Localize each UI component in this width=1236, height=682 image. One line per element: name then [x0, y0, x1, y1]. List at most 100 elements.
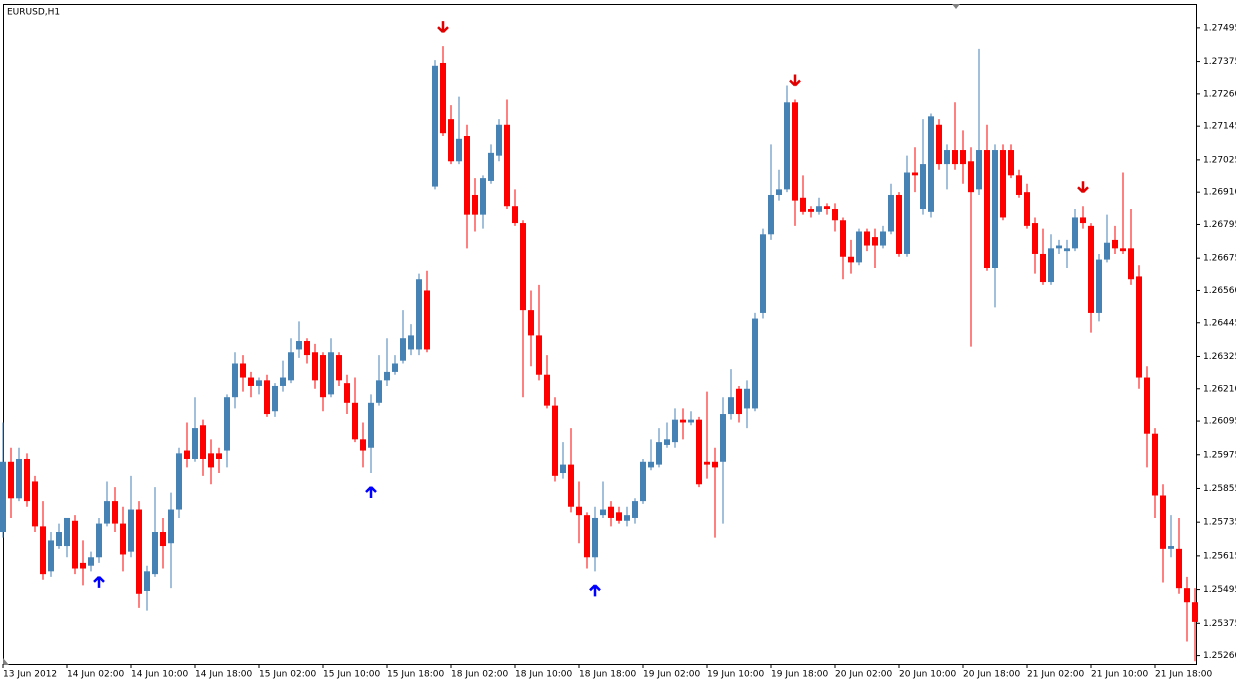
candle-body	[320, 355, 326, 398]
x-tick-label: 19 Jun 02:00	[643, 670, 700, 680]
candle-body	[1104, 242, 1110, 260]
candle-body	[1096, 259, 1102, 313]
candle-body	[144, 571, 150, 591]
candle-body	[496, 124, 502, 156]
candle-body	[264, 380, 270, 415]
candle-body	[1152, 433, 1158, 496]
candle-body	[592, 517, 598, 558]
candle-body	[232, 363, 238, 398]
x-tick-label: 15 Jun 02:00	[259, 670, 316, 680]
candle-body	[216, 453, 222, 459]
candle-body	[360, 439, 366, 451]
x-tick-label: 20 Jun 18:00	[963, 670, 1020, 680]
x-tick-label: 20 Jun 02:00	[835, 670, 892, 680]
candle-body	[344, 383, 350, 403]
candle-body	[472, 194, 478, 215]
y-tick-label: 1.26795	[1203, 220, 1236, 230]
y-tick-label: 1.27260	[1203, 89, 1236, 99]
candle-body	[208, 453, 214, 468]
y-tick-label: 1.26325	[1203, 352, 1236, 362]
candle-body	[632, 501, 638, 518]
candle-body	[1000, 150, 1006, 218]
candle-body	[952, 150, 958, 165]
candle-body	[424, 290, 430, 350]
candle-body	[800, 197, 806, 212]
candle-body	[1008, 150, 1014, 176]
candle-body	[528, 310, 534, 336]
candle-body	[352, 402, 358, 440]
candle-body	[584, 515, 590, 558]
buy-arrow	[93, 576, 105, 588]
candle-body	[536, 335, 542, 375]
candle-body	[808, 209, 814, 212]
candle-body	[704, 461, 710, 465]
y-tick-label: 1.25615	[1203, 551, 1236, 561]
candle-body	[456, 138, 462, 162]
candle-body	[648, 461, 654, 468]
candle-body	[48, 540, 54, 572]
candle-body	[960, 150, 966, 165]
candle-body	[816, 206, 822, 212]
candle-body	[184, 450, 190, 459]
candle-body	[760, 234, 766, 313]
buy-arrow	[365, 486, 377, 499]
candle-body	[224, 397, 230, 451]
y-tick-label: 1.27145	[1203, 122, 1236, 132]
candle-body	[1064, 248, 1070, 252]
candle-body	[1048, 248, 1054, 283]
y-tick-label: 1.26210	[1203, 384, 1236, 394]
candle-body	[520, 223, 526, 311]
candle-body	[240, 363, 246, 378]
candle-body	[1176, 548, 1182, 589]
sell-arrow	[1077, 181, 1089, 194]
candle-body	[8, 461, 14, 499]
chart-title: EURUSD,H1	[7, 8, 60, 18]
candle-body	[272, 385, 278, 412]
candle-body	[288, 352, 294, 381]
candle-body	[768, 194, 774, 235]
candle-body	[1128, 248, 1134, 280]
candle-body	[96, 523, 102, 558]
y-tick-label: 1.25375	[1203, 619, 1236, 629]
candle-body	[200, 425, 206, 459]
plot-frame	[3, 4, 1197, 665]
candle-body	[1088, 225, 1094, 313]
x-tick-label: 13 Jun 2012	[3, 670, 57, 680]
candle-body	[80, 562, 86, 569]
candle-body	[488, 152, 494, 181]
candle-body	[824, 206, 830, 210]
x-tick-label: 21 Jun 18:00	[1155, 670, 1212, 680]
candle-body	[24, 458, 30, 502]
buy-arrow	[589, 584, 601, 597]
candle-body	[168, 509, 174, 544]
x-tick-label: 21 Jun 02:00	[1027, 670, 1084, 680]
candle-body	[880, 231, 886, 246]
candle-body	[904, 172, 910, 254]
candle-body	[624, 515, 630, 521]
candle-body	[1160, 495, 1166, 549]
candle-body	[640, 461, 646, 502]
candle-body	[744, 388, 750, 409]
corner-marker	[3, 658, 9, 665]
candle-body	[552, 405, 558, 476]
candle-body	[992, 150, 998, 268]
candle-body	[560, 464, 566, 474]
x-tick-label: 19 Jun 18:00	[771, 670, 828, 680]
candle-body	[1032, 223, 1038, 254]
candle-body	[840, 220, 846, 257]
candle-body	[1136, 276, 1142, 378]
candle-body	[1040, 253, 1046, 283]
candle-body	[688, 419, 694, 423]
candle-body	[968, 161, 974, 193]
candle-body	[136, 509, 142, 594]
candle-body	[896, 194, 902, 254]
candle-body	[720, 414, 726, 462]
candle-body	[832, 209, 838, 221]
candle-body	[128, 509, 134, 552]
candle-body	[1024, 192, 1030, 226]
candle-body	[576, 506, 582, 516]
y-tick-label: 1.27375	[1203, 57, 1236, 67]
candle-body	[160, 532, 166, 547]
